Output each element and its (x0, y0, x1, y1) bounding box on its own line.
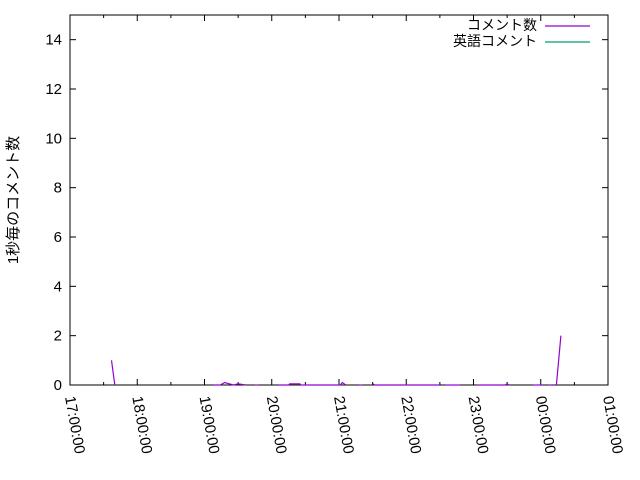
series-0-line (476, 383, 510, 386)
y-tick-label: 6 (54, 229, 62, 246)
x-axis: 17:00:00 18:00:00 19:00:00 20:00:00 21:00:00… (61, 15, 626, 455)
y-tick-label: 14 (45, 32, 62, 49)
y-axis-label: 1秒毎のコメント数 (5, 136, 22, 264)
legend-label-0: コメント数 (467, 17, 537, 33)
x-tick-label: 18:00:00 (128, 395, 155, 455)
series-0-line (555, 335, 562, 386)
y-tick-label: 8 (54, 180, 62, 197)
y-tick-label: 0 (54, 377, 62, 394)
x-tick-label: 23:00:00 (465, 395, 492, 455)
x-tick-label: 01:00:00 (599, 395, 626, 455)
x-tick-label: 20:00:00 (263, 395, 290, 455)
x-tick-label: 19:00:00 (196, 395, 223, 455)
series-0-line (278, 381, 347, 386)
x-tick-label: 21:00:00 (330, 395, 357, 455)
series-0-line (372, 383, 400, 386)
x-tick-label: 00:00:00 (532, 395, 559, 455)
legend-label-1: 英語コメント (453, 33, 537, 49)
x-tick-label: 17:00:00 (61, 395, 88, 455)
y-tick-label: 10 (45, 130, 62, 147)
y-axis: 0 2 4 6 8 10 12 14 (45, 32, 608, 394)
series-0-line (213, 381, 247, 386)
y-tick-label: 2 (54, 328, 62, 345)
series-0-line (110, 360, 116, 386)
x-tick-label: 22:00:00 (397, 395, 424, 455)
plot-frame (69, 14, 609, 386)
legend: コメント数 英語コメント (453, 17, 590, 49)
y-tick-label: 4 (54, 278, 62, 295)
y-tick-label: 12 (45, 81, 62, 98)
series-lines (110, 335, 562, 386)
